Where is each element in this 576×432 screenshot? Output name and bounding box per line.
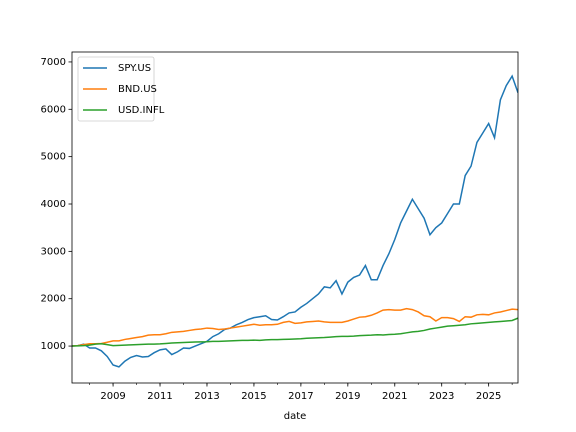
x-tick-label: 2013	[194, 391, 219, 402]
legend-box	[77, 56, 155, 122]
line-series	[72, 74, 518, 368]
x-tick-label: 2015	[241, 391, 266, 402]
x-axis-label: date	[284, 411, 307, 422]
x-tick-label: 2021	[382, 391, 407, 402]
x-tick-label: 2019	[335, 391, 360, 402]
line-series	[72, 317, 518, 347]
x-tick-label: 2017	[288, 391, 313, 402]
line-series	[72, 307, 518, 347]
legend-label: BND.US	[118, 84, 157, 95]
x-tick-label: 2011	[147, 391, 172, 402]
y-tick-label: 1000	[41, 341, 66, 352]
y-tick-label: 7000	[41, 57, 66, 68]
plot-frame	[71, 51, 519, 384]
x-tick-label: 2023	[429, 391, 454, 402]
x-tick-label: 2025	[476, 391, 501, 402]
y-tick-label: 4000	[41, 199, 66, 210]
y-tick-label: 3000	[41, 246, 66, 257]
y-tick-label: 6000	[41, 104, 66, 115]
legend-label: SPY.US	[118, 63, 151, 74]
x-tick-label: 2009	[100, 391, 125, 402]
y-tick-label: 2000	[41, 294, 66, 305]
y-tick-label: 5000	[41, 152, 66, 163]
legend-label: USD.INFL	[118, 105, 165, 116]
